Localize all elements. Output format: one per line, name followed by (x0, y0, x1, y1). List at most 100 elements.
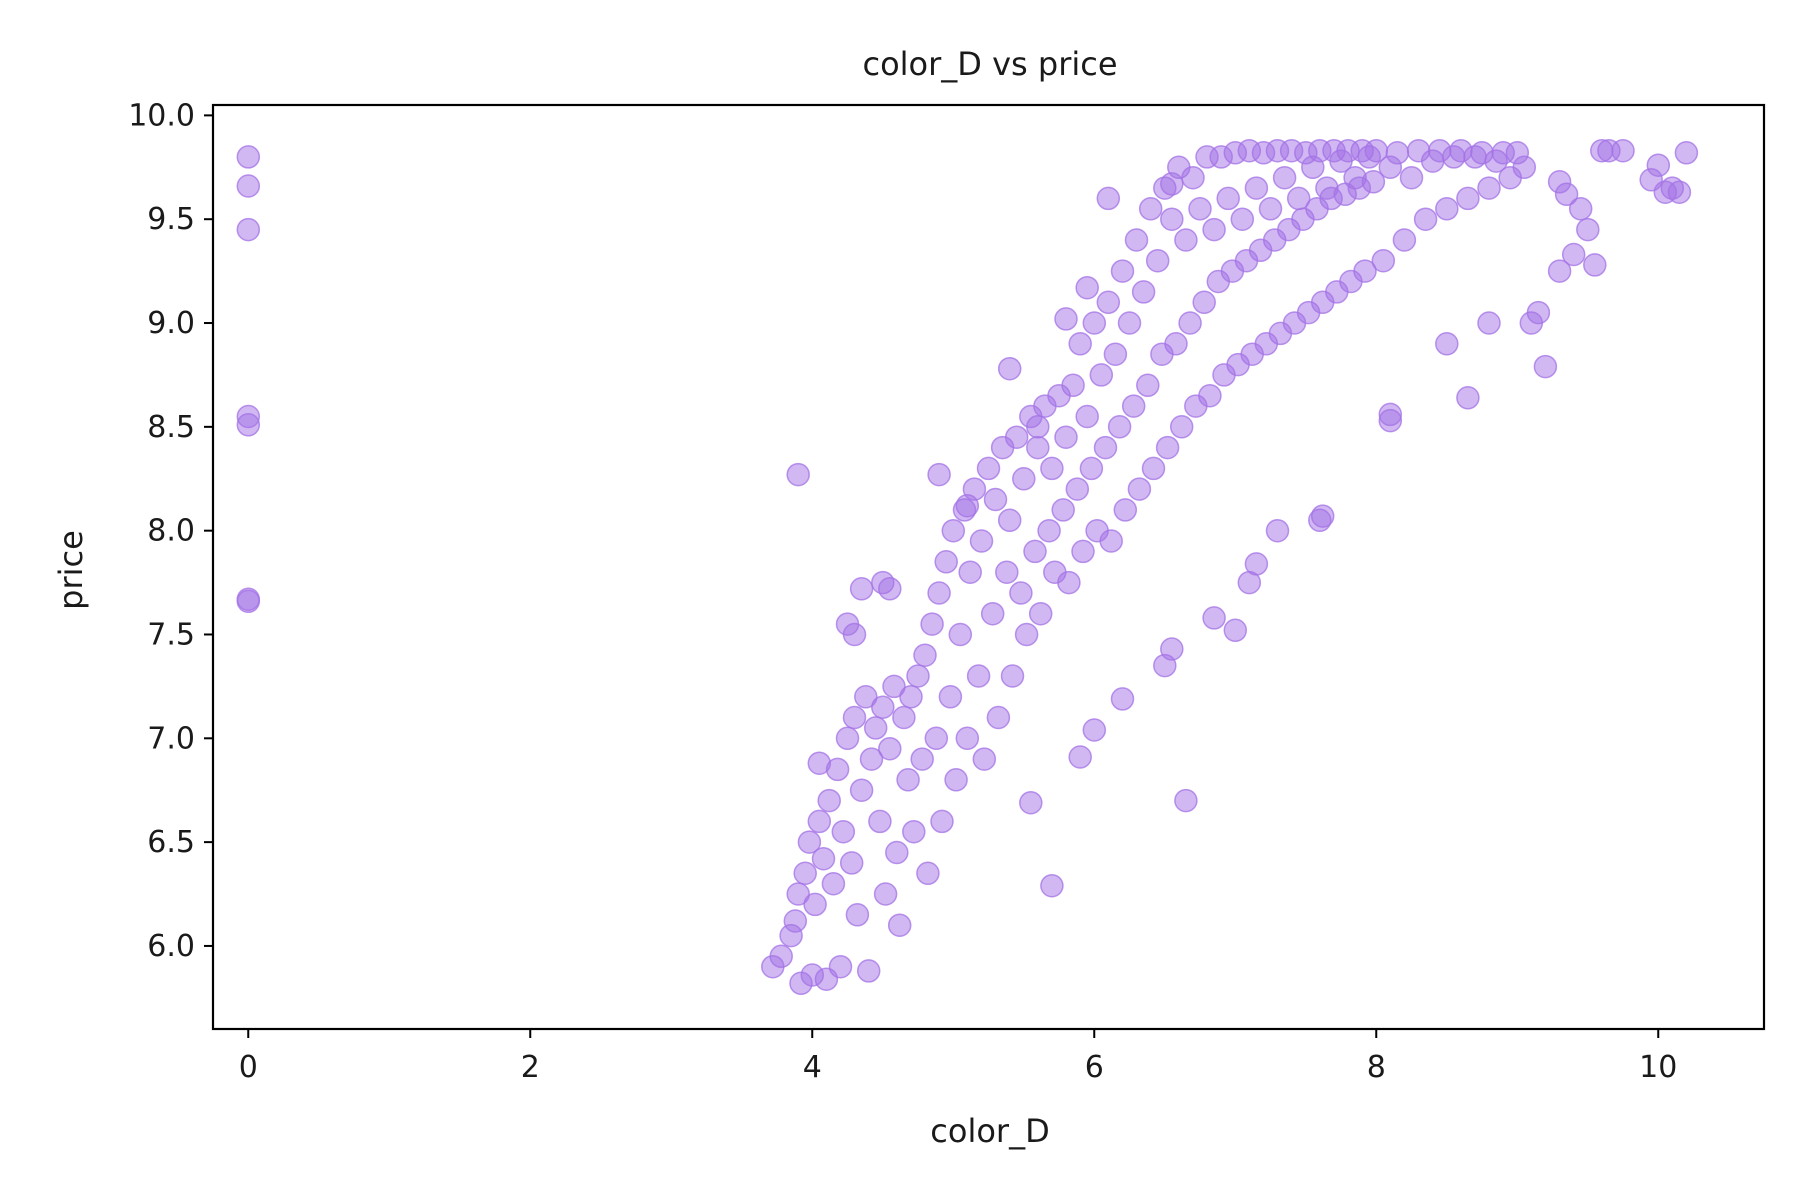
data-point (1009, 581, 1033, 605)
data-point (1096, 186, 1121, 211)
data-point (878, 736, 902, 761)
data-point (828, 954, 853, 979)
x-tick-label: 6 (1085, 1050, 1104, 1085)
data-point (934, 550, 958, 574)
data-point (1230, 207, 1255, 231)
data-point (972, 747, 997, 771)
data-point (1160, 207, 1184, 231)
data-point (1192, 290, 1216, 315)
data-point (1099, 529, 1123, 553)
data-point (938, 685, 963, 709)
data-point (1040, 456, 1064, 481)
data-point (1174, 788, 1198, 813)
data-point (786, 882, 810, 906)
data-point (769, 944, 793, 969)
data-point (1244, 176, 1269, 200)
data-point (845, 903, 870, 927)
data-point (783, 909, 808, 933)
data-point (1136, 373, 1160, 398)
data-point (856, 959, 881, 983)
x-tick-label: 10 (1639, 1050, 1677, 1085)
data-point (1082, 311, 1107, 335)
data-point (839, 851, 864, 875)
data-point (849, 778, 874, 802)
data-point (1399, 165, 1424, 190)
data-point (817, 788, 841, 813)
data-point (786, 462, 810, 487)
data-point (1138, 197, 1163, 221)
data-point (1051, 498, 1075, 522)
data-point (1141, 456, 1166, 481)
data-point (868, 809, 892, 834)
data-point (1533, 354, 1558, 379)
data-point (1258, 197, 1283, 221)
data-point (1113, 498, 1138, 522)
data-point (1054, 425, 1078, 449)
data-point (1385, 141, 1410, 165)
data-point (842, 705, 867, 730)
data-point (966, 664, 991, 688)
data-point (955, 726, 980, 751)
data-point (986, 705, 1011, 730)
y-tick-label: 7.0 (147, 721, 195, 756)
x-tick-label: 2 (521, 1050, 540, 1085)
data-point (927, 462, 951, 487)
y-tick-label: 7.5 (147, 617, 195, 652)
data-point (1576, 217, 1600, 242)
y-tick-label: 9.5 (147, 202, 195, 237)
data-point (1272, 165, 1297, 190)
data-point (797, 830, 822, 854)
data-point (863, 716, 888, 740)
data-point (1068, 332, 1092, 356)
data-point (1435, 332, 1459, 356)
data-point (913, 643, 937, 667)
data-point (1131, 280, 1156, 304)
data-point (1223, 618, 1248, 643)
data-point (1526, 300, 1551, 325)
data-point (1071, 539, 1095, 564)
data-point (1068, 745, 1092, 769)
data-point (1028, 601, 1053, 626)
data-point (955, 493, 980, 518)
data-point (811, 846, 836, 871)
data-point (948, 622, 973, 647)
data-point (927, 581, 951, 605)
data-point (1583, 253, 1607, 277)
x-tick-label: 8 (1367, 1050, 1386, 1085)
data-point (1089, 363, 1114, 387)
data-point (1310, 504, 1335, 528)
data-point (1019, 790, 1043, 815)
data-point (916, 861, 940, 886)
data-point (1023, 539, 1047, 564)
data-point (1178, 311, 1202, 335)
data-point (1216, 186, 1240, 211)
data-point (902, 819, 926, 844)
data-point (807, 751, 832, 775)
data-points (236, 138, 1699, 996)
data-point (1000, 664, 1025, 688)
data-point (1145, 248, 1170, 273)
data-point (930, 809, 954, 834)
y-tick-label: 9.0 (147, 306, 195, 341)
data-point (920, 612, 944, 636)
data-point (1202, 606, 1226, 630)
data-point (1160, 637, 1184, 661)
data-point (849, 577, 874, 601)
data-point (1174, 228, 1198, 252)
data-point (1674, 141, 1699, 165)
data-point (1026, 435, 1050, 460)
data-point (980, 601, 1005, 626)
data-point (997, 508, 1022, 533)
data-point (882, 674, 906, 699)
data-point (1121, 394, 1146, 418)
data-point (1117, 311, 1142, 335)
data-point (236, 589, 261, 614)
data-point (1477, 176, 1501, 200)
data-point (997, 356, 1022, 381)
data-point (1075, 404, 1099, 429)
data-point (236, 145, 261, 169)
data-point (1435, 197, 1459, 221)
data-point (892, 705, 916, 730)
data-point (1512, 155, 1537, 180)
